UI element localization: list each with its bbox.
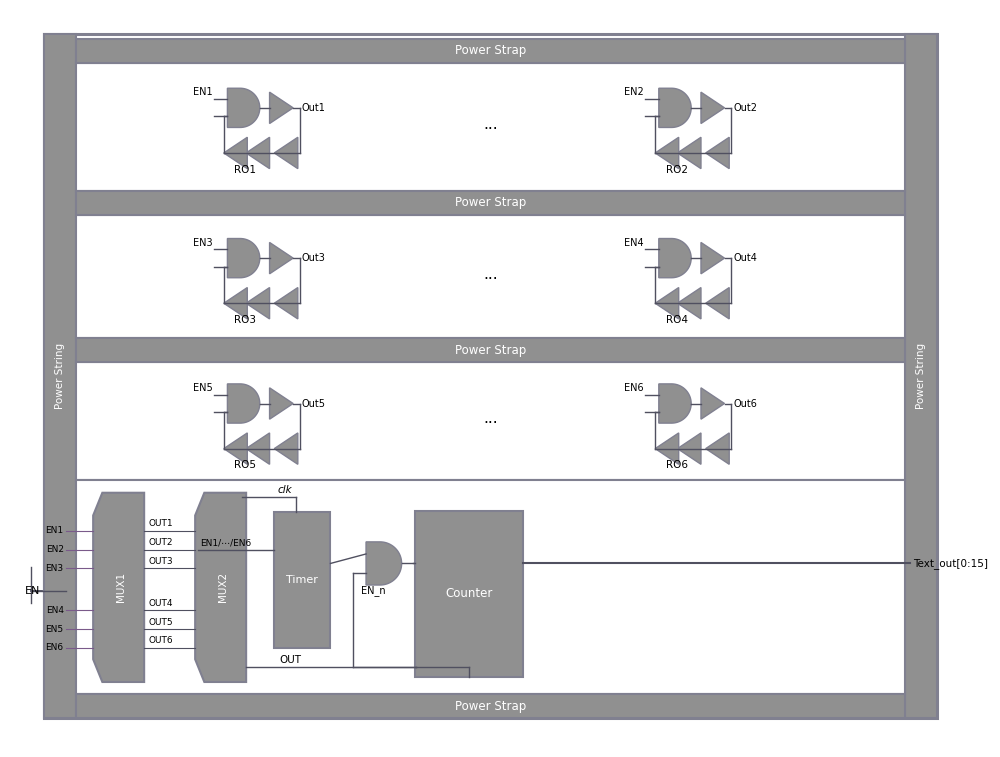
Text: RO5: RO5 <box>234 460 256 470</box>
Text: Out4: Out4 <box>733 253 757 263</box>
Bar <box>905 34 937 718</box>
Text: MUX1: MUX1 <box>116 572 126 603</box>
Polygon shape <box>270 388 293 419</box>
Text: EN5: EN5 <box>193 383 213 393</box>
Text: Out3: Out3 <box>302 253 326 263</box>
Bar <box>76 215 905 338</box>
Polygon shape <box>659 89 691 127</box>
Text: OUT1: OUT1 <box>148 519 173 528</box>
Polygon shape <box>270 242 293 274</box>
Polygon shape <box>227 384 260 423</box>
Polygon shape <box>93 493 144 682</box>
Polygon shape <box>677 288 701 319</box>
Bar <box>274 512 330 648</box>
Text: Power String: Power String <box>916 343 926 409</box>
Polygon shape <box>227 238 260 278</box>
Text: Power String: Power String <box>55 343 65 409</box>
Polygon shape <box>706 288 729 319</box>
Text: Power Strap: Power Strap <box>455 45 526 58</box>
Text: OUT4: OUT4 <box>148 599 173 608</box>
Polygon shape <box>224 433 247 464</box>
Text: ...: ... <box>483 266 498 282</box>
Text: EN4: EN4 <box>46 606 64 615</box>
Text: EN4: EN4 <box>624 238 644 248</box>
Polygon shape <box>706 137 729 169</box>
Polygon shape <box>274 288 298 319</box>
Text: EN_n: EN_n <box>361 585 385 596</box>
Text: Power Strap: Power Strap <box>455 344 526 357</box>
Polygon shape <box>246 433 270 464</box>
Text: Out2: Out2 <box>733 103 757 113</box>
Text: RO1: RO1 <box>234 165 256 175</box>
Polygon shape <box>274 433 298 464</box>
Text: ...: ... <box>483 411 498 426</box>
Text: OUT: OUT <box>279 655 301 665</box>
Text: clk: clk <box>278 485 292 495</box>
Text: MUX2: MUX2 <box>218 572 228 603</box>
Polygon shape <box>227 89 260 127</box>
Polygon shape <box>701 388 725 419</box>
Polygon shape <box>274 137 298 169</box>
Polygon shape <box>701 92 725 123</box>
Text: RO3: RO3 <box>234 315 256 325</box>
Text: Timer: Timer <box>286 575 318 585</box>
Text: Text_out[0:15]: Text_out[0:15] <box>913 558 988 569</box>
Text: Power Strap: Power Strap <box>455 197 526 210</box>
Text: RO4: RO4 <box>666 315 688 325</box>
Polygon shape <box>677 433 701 464</box>
Polygon shape <box>655 288 679 319</box>
Polygon shape <box>246 137 270 169</box>
Polygon shape <box>655 137 679 169</box>
Bar <box>76 363 905 480</box>
Text: OUT3: OUT3 <box>148 557 173 566</box>
Text: RO2: RO2 <box>666 165 688 175</box>
Polygon shape <box>246 288 270 319</box>
Text: Out5: Out5 <box>302 398 326 409</box>
Text: EN3: EN3 <box>46 564 64 573</box>
Polygon shape <box>706 433 729 464</box>
Text: Out6: Out6 <box>733 398 757 409</box>
Polygon shape <box>677 137 701 169</box>
Polygon shape <box>270 92 293 123</box>
Bar <box>76 338 905 363</box>
Text: RO6: RO6 <box>666 460 688 470</box>
Text: EN5: EN5 <box>46 625 64 634</box>
Text: OUT2: OUT2 <box>148 538 173 547</box>
Text: EN3: EN3 <box>193 238 213 248</box>
Polygon shape <box>655 433 679 464</box>
Text: Power Strap: Power Strap <box>455 699 526 712</box>
Text: OUT6: OUT6 <box>148 637 173 646</box>
Polygon shape <box>195 493 246 682</box>
Text: Counter: Counter <box>446 587 493 600</box>
Polygon shape <box>224 137 247 169</box>
Bar <box>76 39 905 64</box>
Text: EN2: EN2 <box>624 87 644 97</box>
Text: EN2: EN2 <box>46 545 64 554</box>
Bar <box>415 510 523 677</box>
Text: EN6: EN6 <box>46 643 64 653</box>
Text: EN1: EN1 <box>46 526 64 535</box>
Bar <box>44 34 76 718</box>
Text: ...: ... <box>483 117 498 132</box>
Polygon shape <box>366 542 402 585</box>
Polygon shape <box>224 288 247 319</box>
Text: EN1: EN1 <box>193 87 213 97</box>
Bar <box>76 191 905 215</box>
Text: EN1/⋯/EN6: EN1/⋯/EN6 <box>200 539 251 548</box>
Polygon shape <box>659 238 691 278</box>
Polygon shape <box>659 384 691 423</box>
Bar <box>76 64 905 191</box>
Text: EN6: EN6 <box>624 383 644 393</box>
Polygon shape <box>701 242 725 274</box>
Bar <box>76 693 905 718</box>
Text: EN: EN <box>25 586 40 597</box>
Text: Out1: Out1 <box>302 103 326 113</box>
Text: OUT5: OUT5 <box>148 618 173 627</box>
Bar <box>76 480 905 693</box>
